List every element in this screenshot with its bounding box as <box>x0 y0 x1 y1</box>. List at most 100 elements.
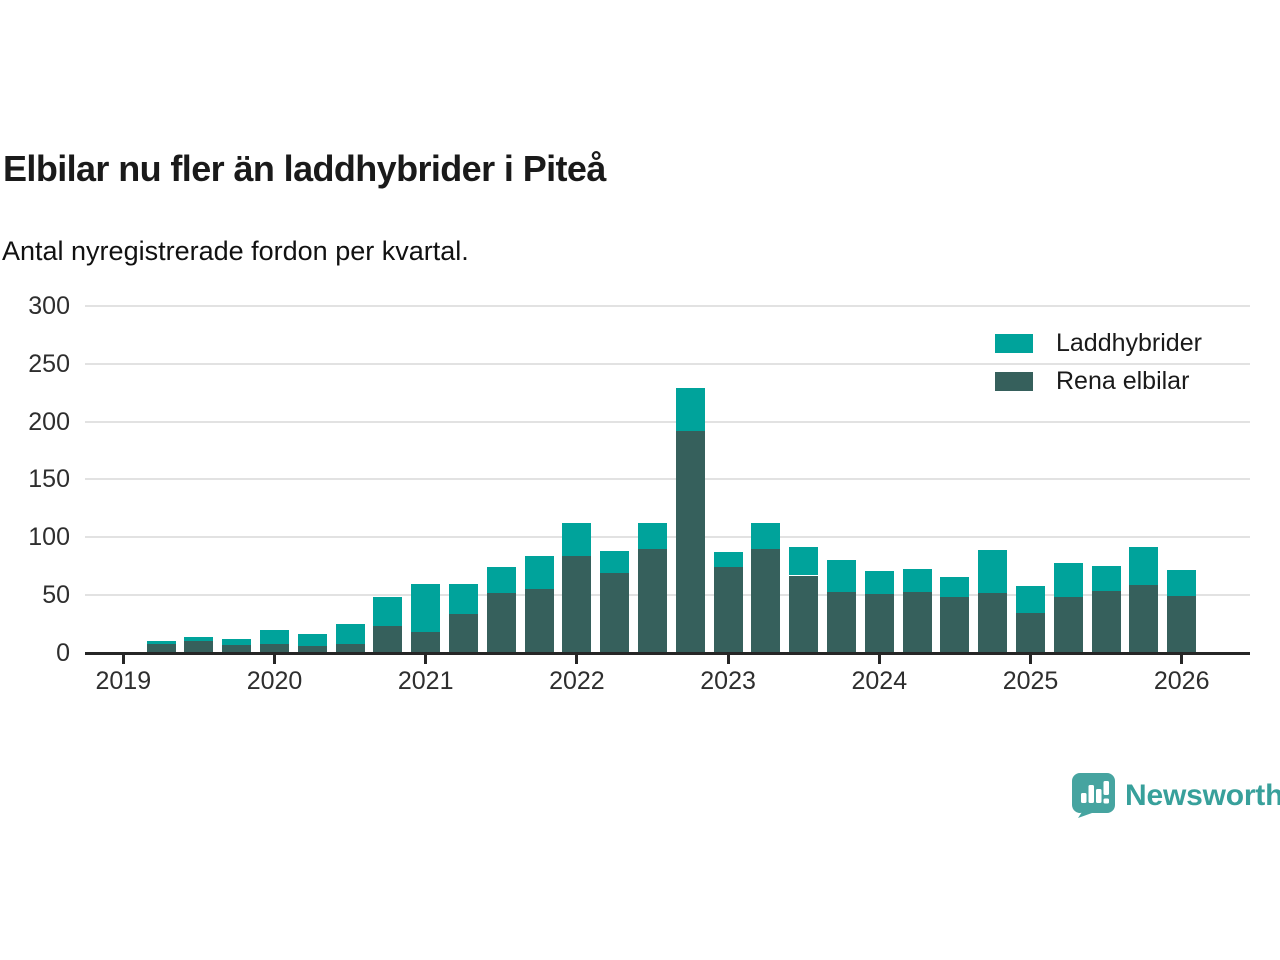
chart-subtitle: Antal nyregistrerade fordon per kvartal. <box>2 236 469 266</box>
y-axis-tick-label: 300 <box>28 291 70 320</box>
x-axis-tick-label: 2025 <box>1002 667 1059 695</box>
bar-laddhybrider <box>146 641 176 644</box>
x-axis-tick <box>1180 655 1184 664</box>
legend-label: Laddhybrider <box>1056 328 1202 357</box>
bar-rena-elbilar <box>1129 584 1159 653</box>
bar-rena-elbilar <box>902 591 932 653</box>
bar-rena-elbilar <box>335 643 365 653</box>
x-axis-line <box>85 652 1250 655</box>
bar-rena-elbilar <box>751 548 781 653</box>
bar-laddhybrider <box>335 624 365 644</box>
bar-rena-elbilar <box>827 591 856 653</box>
x-axis-tick-label: 2019 <box>95 667 152 695</box>
x-axis-tick-label: 2020 <box>246 667 303 695</box>
bar-laddhybrider <box>486 567 516 593</box>
bar-laddhybrider <box>373 597 403 627</box>
brand-name: Newsworthy <box>1125 778 1280 812</box>
y-axis-tick-label: 100 <box>28 523 70 552</box>
x-axis-tick <box>877 655 881 664</box>
bar-laddhybrider <box>713 552 743 568</box>
bar-rena-elbilar <box>713 567 743 653</box>
bar-rena-elbilar <box>1091 590 1121 653</box>
x-axis-tick <box>1029 655 1032 664</box>
legend-swatch-laddhybrider <box>995 333 1033 353</box>
x-axis-tick <box>575 655 579 664</box>
x-axis-tick <box>424 655 428 664</box>
bar-rena-elbilar <box>1167 596 1197 653</box>
y-axis-tick-label: 200 <box>28 407 70 436</box>
bar-rena-elbilar <box>449 613 478 653</box>
y-gridline <box>85 536 1250 539</box>
bar-laddhybrider <box>562 523 592 556</box>
y-gridline <box>85 594 1250 597</box>
bar-laddhybrider <box>978 550 1008 593</box>
bar-laddhybrider <box>789 546 819 576</box>
bar-laddhybrider <box>524 555 554 590</box>
bar-rena-elbilar <box>675 430 705 653</box>
y-gridline <box>85 362 1250 365</box>
bar-laddhybrider <box>1053 562 1083 598</box>
newsworthy-branding: Newsworthy <box>1071 772 1280 819</box>
x-axis-tick <box>273 655 276 664</box>
y-gridline <box>85 478 1250 481</box>
x-axis-tick <box>121 655 125 664</box>
bar-rena-elbilar <box>940 597 970 653</box>
y-axis-tick-label: 50 <box>42 581 70 610</box>
bar-rena-elbilar <box>789 575 819 653</box>
bar-laddhybrider <box>902 568 932 592</box>
y-gridline <box>85 420 1250 423</box>
bar-laddhybrider <box>449 583 478 614</box>
bar-laddhybrider <box>297 634 327 647</box>
bar-rena-elbilar <box>486 592 516 653</box>
bar-rena-elbilar <box>297 646 327 653</box>
bar-rena-elbilar <box>864 594 894 653</box>
bar-laddhybrider <box>222 639 252 645</box>
bar-rena-elbilar <box>222 644 252 653</box>
newsworthy-chart-bubble-icon <box>1072 773 1115 818</box>
legend-label: Rena elbilar <box>1056 366 1190 395</box>
x-axis-tick-label: 2024 <box>851 667 908 695</box>
legend-swatch-rena-elbilar <box>995 371 1033 391</box>
bar-rena-elbilar <box>146 643 176 653</box>
bar-rena-elbilar <box>1016 612 1045 653</box>
bar-laddhybrider <box>1016 585 1045 613</box>
legend-item-rena-elbilar: Rena elbilar <box>995 367 1202 395</box>
y-axis-tick-label: 0 <box>56 639 70 667</box>
bar-laddhybrider <box>1129 546 1159 585</box>
legend-item-laddhybrider: Laddhybrider <box>995 329 1202 357</box>
bar-laddhybrider <box>411 583 441 633</box>
bar-laddhybrider <box>638 523 667 549</box>
x-axis-tick-label: 2021 <box>397 667 454 695</box>
bar-laddhybrider <box>675 388 705 431</box>
bar-rena-elbilar <box>1053 597 1083 653</box>
x-axis-tick-label: 2026 <box>1153 667 1210 695</box>
bar-laddhybrider <box>864 570 894 594</box>
bar-rena-elbilar <box>184 641 214 653</box>
bar-rena-elbilar <box>411 632 441 653</box>
bar-laddhybrider <box>827 560 856 592</box>
bar-rena-elbilar <box>260 643 289 653</box>
page-title: Elbilar nu fler än laddhybrider i Piteå <box>3 148 606 189</box>
bar-laddhybrider <box>1091 566 1121 591</box>
bar-rena-elbilar <box>524 589 554 653</box>
bar-laddhybrider <box>940 576 970 598</box>
bar-laddhybrider <box>1167 569 1197 597</box>
bar-rena-elbilar <box>373 626 403 653</box>
bar-laddhybrider <box>600 551 630 574</box>
bar-rena-elbilar <box>978 592 1008 653</box>
bar-laddhybrider <box>184 636 214 642</box>
chart-legend: Laddhybrider Rena elbilar <box>995 329 1202 409</box>
bar-rena-elbilar <box>562 555 592 653</box>
y-axis-tick-label: 150 <box>28 465 70 494</box>
bar-laddhybrider <box>260 629 289 644</box>
bar-rena-elbilar <box>638 548 667 653</box>
x-axis-tick-label: 2022 <box>549 667 605 695</box>
x-axis-tick <box>726 655 730 664</box>
bar-rena-elbilar <box>600 573 630 653</box>
y-axis-tick-label: 250 <box>28 349 70 378</box>
bar-laddhybrider <box>751 523 781 549</box>
x-axis-tick-label: 2023 <box>700 667 756 695</box>
y-gridline <box>85 304 1250 307</box>
